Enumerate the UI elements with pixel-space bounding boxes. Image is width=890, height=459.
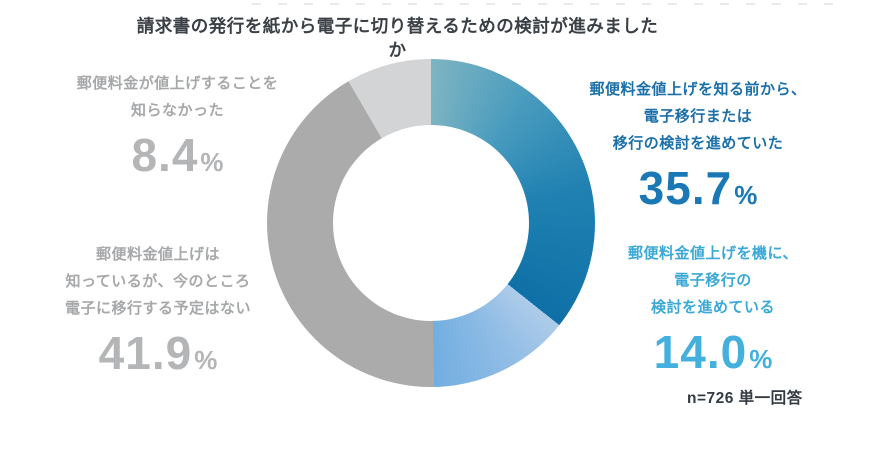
callout-considering-now: 郵便料金値上げを機に、 電子移行の 検討を進めている 14.0% — [593, 240, 833, 379]
callout-label-line: 電子に移行する予定はない — [64, 300, 251, 317]
percentage-number: 14.0 — [653, 326, 748, 378]
callout-label-line: 郵便料金値上げを知る前から、 — [589, 81, 807, 98]
cropped-top-text-artifact — [252, 3, 840, 5]
chart-title: 請求書の発行を紙から電子に切り替えるための検討が進みましたか — [136, 16, 659, 60]
percent-sign: % — [194, 345, 218, 375]
percent-sign: % — [749, 344, 773, 374]
percentage-number: 35.7 — [638, 162, 733, 214]
callout-before-increase: 郵便料金値上げを知る前から、 電子移行または 移行の検討を進めていた 35.7% — [573, 76, 823, 215]
callout-label-line: 郵便料金が値上げすることを — [76, 75, 279, 92]
callout-label-line: 知っているが、今のところ — [65, 273, 251, 290]
callout-label-line: 知らなかった — [130, 102, 224, 119]
callout-value: 35.7% — [573, 161, 823, 215]
callout-value: 8.4% — [45, 128, 310, 182]
callout-label-line: 電子移行または — [643, 108, 753, 125]
callout-no-plan: 郵便料金値上げは 知っているが、今のところ 電子に移行する予定はない 41.9% — [28, 241, 288, 380]
callout-label-line: 移行の検討を進めていた — [612, 135, 784, 152]
donut-chart — [267, 59, 595, 387]
callout-label-line: 郵便料金値上げは — [95, 246, 220, 263]
percent-sign: % — [734, 180, 758, 210]
callout-label-line: 検討を進めている — [650, 299, 775, 316]
percentage-number: 8.4 — [131, 129, 199, 181]
callout-value: 41.9% — [28, 326, 288, 380]
callout-label-line: 電子移行の — [674, 272, 752, 289]
percent-sign: % — [200, 147, 224, 177]
sample-size-note: n=726 単一回答 — [687, 390, 803, 407]
callout-label-line: 郵便料金値上げを機に、 — [627, 245, 799, 262]
callout-unaware: 郵便料金が値上げすることを 知らなかった 8.4% — [45, 70, 310, 182]
percentage-number: 41.9 — [98, 327, 193, 379]
donut-hole — [333, 125, 529, 321]
callout-value: 14.0% — [593, 325, 833, 379]
